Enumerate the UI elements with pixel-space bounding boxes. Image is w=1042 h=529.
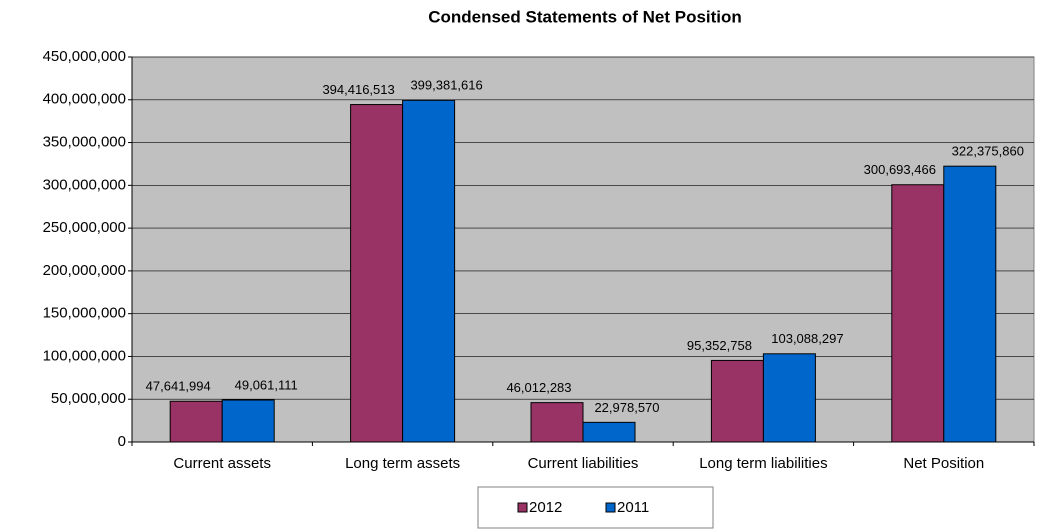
- value-label: 394,416,513: [322, 82, 394, 97]
- y-tick-label: 250,000,000: [43, 219, 126, 236]
- value-label: 46,012,283: [506, 380, 571, 395]
- y-tick-label: 150,000,000: [43, 305, 126, 322]
- x-tick-label: Net Position: [903, 455, 984, 472]
- bar: [710, 359, 764, 443]
- value-label: 300,693,466: [864, 162, 936, 177]
- legend-box: [477, 486, 714, 529]
- bar: [582, 421, 636, 443]
- value-label: 399,381,616: [410, 78, 482, 93]
- value-label: 322,375,860: [952, 144, 1024, 159]
- bar: [943, 165, 997, 443]
- value-label: 95,352,758: [687, 338, 752, 353]
- x-tick-label: Current assets: [173, 455, 271, 472]
- bar: [169, 400, 223, 443]
- x-tick-label: Long term assets: [345, 455, 460, 472]
- value-label: 49,061,111: [235, 377, 298, 392]
- y-tick-label: 0: [118, 433, 126, 450]
- plot-area: [131, 56, 1035, 443]
- legend-label: 2011: [617, 499, 649, 516]
- x-tick-label: Current liabilities: [528, 455, 639, 472]
- bar: [530, 402, 584, 443]
- bar: [891, 184, 945, 443]
- legend-swatch: [605, 502, 616, 513]
- legend-label: 2012: [529, 499, 562, 516]
- y-tick-label: 450,000,000: [43, 48, 126, 65]
- bar: [402, 99, 456, 443]
- value-label: 22,978,570: [594, 400, 659, 415]
- bar: [762, 353, 816, 443]
- y-tick-label: 300,000,000: [43, 176, 126, 193]
- y-tick-label: 400,000,000: [43, 91, 126, 108]
- value-label: 103,088,297: [771, 331, 843, 346]
- y-tick-label: 100,000,000: [43, 347, 126, 364]
- legend-swatch: [517, 502, 528, 513]
- y-tick-label: 50,000,000: [51, 390, 126, 407]
- bar: [350, 104, 404, 443]
- value-label: 47,641,994: [146, 379, 211, 394]
- chart-title: Condensed Statements of Net Position: [428, 7, 742, 26]
- y-tick-label: 200,000,000: [43, 262, 126, 279]
- y-tick-label: 350,000,000: [43, 134, 126, 151]
- bar: [221, 399, 275, 443]
- x-tick-label: Long term liabilities: [699, 455, 827, 472]
